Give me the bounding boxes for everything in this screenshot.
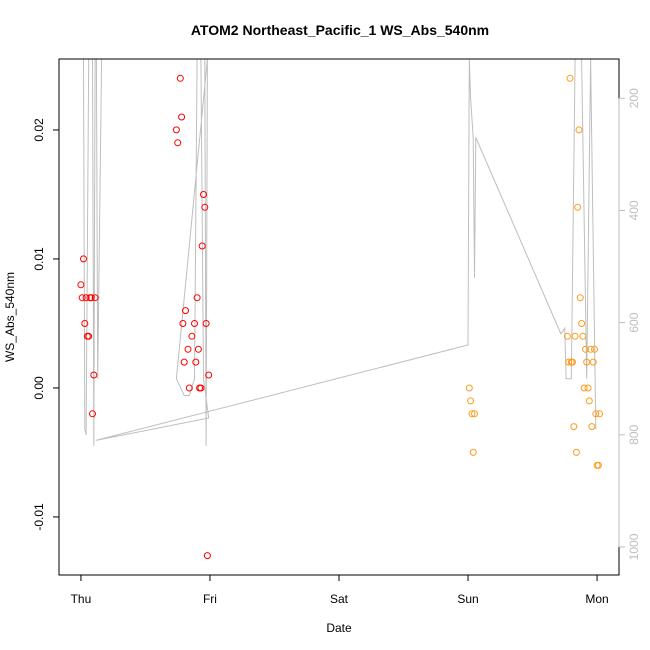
- data-point: [91, 294, 99, 302]
- data-point: [179, 320, 187, 327]
- right-tick-label: 200: [627, 88, 641, 108]
- data-point: [468, 410, 476, 418]
- data-point: [471, 410, 478, 418]
- data-point: [589, 358, 597, 366]
- y-tick-label: 0.00: [32, 376, 46, 400]
- data-point: [596, 410, 604, 418]
- data-point: [90, 371, 98, 379]
- y-tick-label: -0.01: [32, 503, 46, 531]
- data-point: [469, 448, 477, 456]
- x-tick-label: Sun: [457, 592, 478, 606]
- x-axis-label: Date: [326, 621, 352, 635]
- data-point: [203, 552, 211, 560]
- data-point: [465, 384, 473, 392]
- data-point: [575, 126, 583, 134]
- data-point: [584, 384, 592, 392]
- data-point: [176, 74, 184, 82]
- data-point: [582, 345, 589, 353]
- plot-frame: [58, 58, 620, 576]
- y-axis-label: WS_Abs_540nm: [3, 272, 17, 362]
- right-axis-series-line: [80, 58, 597, 447]
- data-point: [184, 345, 192, 353]
- data-point: [182, 307, 189, 315]
- data-point: [570, 423, 578, 431]
- data-point: [585, 397, 593, 405]
- data-point: [85, 332, 93, 340]
- data-point: [191, 320, 198, 327]
- x-axis: Thu Fri Sat Sun Mon: [71, 574, 609, 606]
- data-point: [198, 242, 206, 250]
- data-point: [565, 358, 573, 366]
- plot-points: [77, 74, 604, 560]
- data-point: [566, 74, 574, 82]
- y-axis: -0.01 0.00 0.01 0.02: [32, 118, 60, 531]
- data-point: [192, 358, 200, 366]
- y-tick-label: 0.01: [32, 247, 46, 271]
- data-point: [197, 384, 205, 392]
- right-tick-label: 400: [627, 200, 641, 220]
- data-point: [579, 332, 587, 340]
- data-point: [180, 358, 188, 366]
- data-point: [592, 410, 600, 418]
- x-tick-label: Fri: [203, 592, 217, 606]
- data-point: [587, 345, 595, 353]
- data-point: [87, 294, 95, 302]
- data-point: [172, 126, 180, 134]
- data-point: [574, 203, 582, 211]
- data-point: [591, 345, 598, 353]
- chart-title: ATOM2 Northeast_Pacific_1 WS_Abs_540nm: [191, 22, 489, 38]
- data-point: [578, 320, 586, 327]
- right-tick-label: 600: [627, 312, 641, 332]
- x-tick-label: Mon: [585, 592, 608, 606]
- data-point: [174, 139, 182, 147]
- data-point: [89, 410, 96, 418]
- data-point: [576, 294, 584, 302]
- data-point: [569, 358, 576, 366]
- data-point: [194, 345, 202, 353]
- x-tick-label: Thu: [71, 592, 92, 606]
- data-point: [193, 294, 201, 302]
- data-point: [588, 423, 596, 431]
- data-point: [77, 281, 85, 289]
- data-point: [82, 294, 90, 302]
- data-point: [580, 384, 588, 392]
- data-point: [467, 397, 475, 405]
- data-point: [78, 294, 86, 302]
- data-point: [571, 332, 579, 340]
- data-point: [81, 320, 89, 327]
- x-tick-label: Sat: [330, 592, 349, 606]
- right-tick-label: 800: [627, 424, 641, 444]
- data-point: [572, 448, 580, 456]
- y-tick-label: 0.02: [32, 118, 46, 142]
- data-point: [202, 320, 210, 327]
- right-axis: 200 400 600 800 1000: [618, 88, 641, 560]
- plot-lines: [80, 58, 597, 447]
- data-point: [563, 332, 571, 340]
- right-tick-label: 1000: [627, 533, 641, 560]
- data-point: [80, 255, 87, 263]
- data-point: [188, 332, 196, 340]
- data-point: [594, 461, 602, 469]
- data-point: [200, 191, 207, 198]
- data-point: [201, 203, 209, 211]
- data-point: [178, 113, 186, 121]
- data-point: [185, 384, 193, 392]
- data-point: [205, 371, 213, 379]
